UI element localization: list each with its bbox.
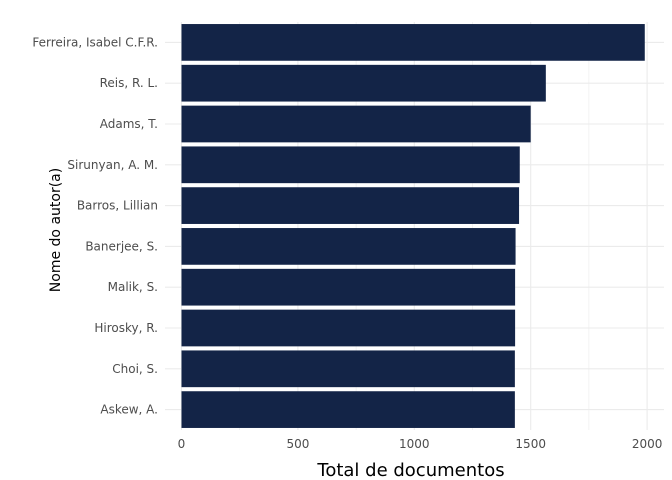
- y-tick-label: Banerjee, S.: [85, 239, 158, 253]
- y-tick-label: Reis, R. L.: [100, 76, 158, 90]
- y-tick-label: Ferreira, Isabel C.F.R.: [32, 35, 158, 49]
- bar: [181, 309, 516, 347]
- bar: [181, 146, 520, 184]
- bar: [181, 268, 516, 306]
- x-tick-labels: 0 500 1000 1500 2000: [178, 437, 663, 451]
- y-tick-labels: Ferreira, Isabel C.F.R. Reis, R. L. Adams,…: [32, 35, 158, 416]
- x-tick-label: 1500: [515, 437, 546, 451]
- x-axis-title: Total de documentos: [316, 460, 504, 480]
- x-tick-label: 1000: [399, 437, 430, 451]
- bar: [181, 24, 645, 61]
- y-tick-label: Barros, Lillian: [77, 199, 158, 213]
- y-tick-label: Malik, S.: [108, 280, 158, 294]
- bars: [181, 24, 645, 428]
- bar: [181, 187, 520, 224]
- bar: [181, 228, 516, 265]
- x-tick-label: 0: [178, 437, 186, 451]
- bar: [181, 391, 515, 428]
- y-tick-label: Sirunyan, A. M.: [67, 158, 158, 172]
- x-tick-label: 2000: [632, 437, 663, 451]
- y-tick-label: Hirosky, R.: [94, 321, 158, 335]
- x-tick-label: 500: [286, 437, 309, 451]
- bar: [181, 64, 546, 102]
- y-tick-label: Askew, A.: [100, 403, 158, 417]
- y-tick-label: Choi, S.: [112, 362, 158, 376]
- y-axis-title: Nome do autor(a): [48, 168, 64, 292]
- bar: [181, 105, 531, 143]
- y-tick-label: Adams, T.: [100, 117, 158, 131]
- bar: [181, 350, 515, 388]
